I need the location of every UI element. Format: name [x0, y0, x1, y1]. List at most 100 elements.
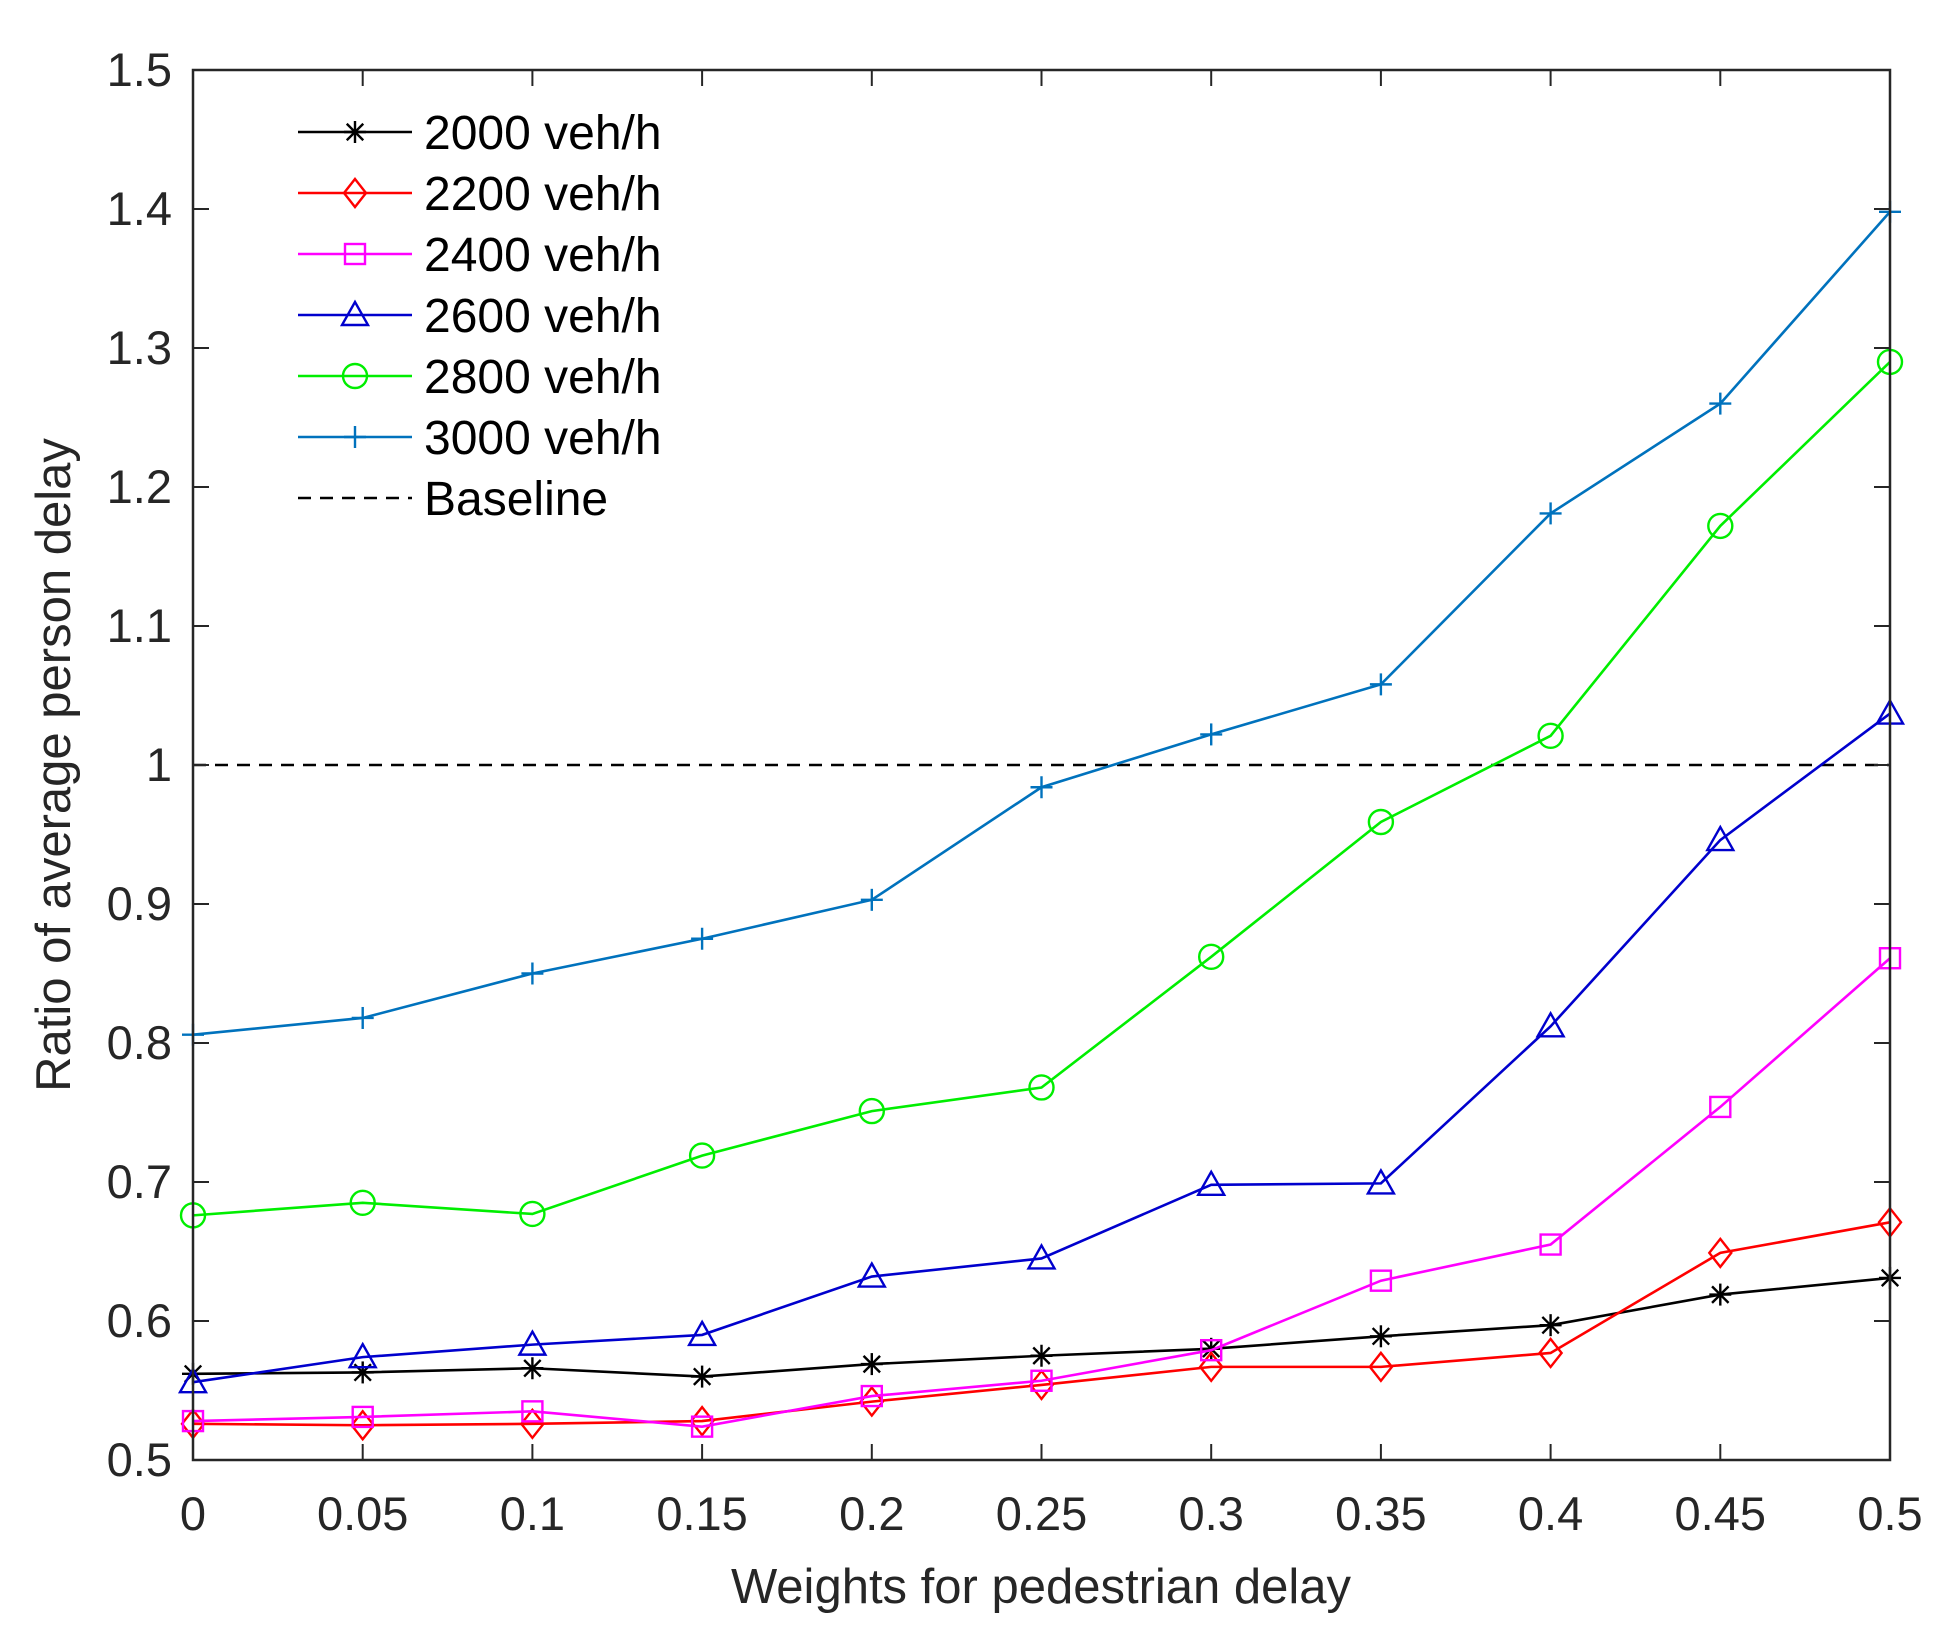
- legend-entry: 2200 veh/h: [298, 168, 662, 221]
- legend-label: 2800 veh/h: [424, 351, 662, 404]
- legend-entry: 3000 veh/h: [298, 412, 662, 465]
- y-tick-label: 1.3: [107, 321, 172, 374]
- data-point: [1200, 723, 1223, 746]
- legend-label: 2600 veh/h: [424, 290, 662, 343]
- x-tick-label: 0.25: [996, 1487, 1087, 1540]
- x-tick-label: 0.5: [1857, 1487, 1922, 1540]
- data-point: [1535, 1010, 1566, 1038]
- data-point: [1538, 1337, 1564, 1369]
- data-point: [1196, 1169, 1227, 1196]
- data-point: [856, 1261, 887, 1288]
- data-point: [1539, 1314, 1562, 1337]
- legend-entry: 2600 veh/h: [298, 290, 662, 343]
- data-point: [517, 1329, 548, 1356]
- x-tick-label: 0.2: [839, 1487, 904, 1540]
- data-point: [691, 927, 714, 950]
- legend-marker: [341, 362, 369, 390]
- data-point: [1030, 1369, 1053, 1392]
- x-tick-label: 0.15: [656, 1487, 747, 1540]
- data-point: [519, 1200, 546, 1228]
- data-point: [1707, 512, 1734, 540]
- x-ticks: 0 0.05 0.1 0.15 0.2 0.25 0.3 0.35 0.4 0.45 0.5: [180, 70, 1923, 1540]
- y-ticks: 0.5 0.6 0.7 0.8 0.9 1 1.1 1.2 1.3 1.4 1.5: [107, 43, 1890, 1486]
- data-point: [860, 1353, 883, 1376]
- y-tick-label: 0.6: [107, 1294, 172, 1347]
- y-tick-label: 0.9: [107, 877, 172, 930]
- y-tick-label: 1.4: [107, 182, 172, 235]
- data-point: [1198, 1350, 1224, 1383]
- data-point: [349, 1189, 376, 1217]
- legend-entry: 2000 veh/h: [298, 107, 662, 160]
- data-point: [351, 1006, 374, 1029]
- x-tick-label: 0.1: [500, 1487, 565, 1540]
- data-point: [860, 1384, 883, 1408]
- series-line: [192, 712, 1891, 1384]
- y-tick-label: 1.2: [107, 460, 172, 513]
- data-point: [1539, 1233, 1562, 1256]
- y-tick-label: 0.5: [107, 1433, 172, 1486]
- y-tick-label: 1.5: [107, 43, 172, 96]
- data-point: [690, 1415, 714, 1438]
- data-point: [1705, 824, 1736, 852]
- legend-entry: Baseline: [298, 473, 608, 526]
- legend-marker: [343, 242, 367, 266]
- y-tick-label: 0.8: [107, 1016, 172, 1069]
- legend-entry: 2400 veh/h: [298, 229, 662, 282]
- data-point: [1367, 808, 1395, 836]
- data-point: [1539, 502, 1562, 525]
- data-point: [1030, 776, 1053, 799]
- data-point: [519, 1407, 545, 1440]
- data-point: [521, 1400, 544, 1423]
- series-3: [181, 947, 1902, 1438]
- series-4: [177, 698, 1906, 1394]
- data-point: [1709, 1283, 1732, 1306]
- legend-label: 3000 veh/h: [424, 412, 662, 465]
- data-point: [858, 1097, 885, 1125]
- y-tick-label: 1: [146, 738, 172, 791]
- x-tick-label: 0.05: [317, 1487, 408, 1540]
- x-tick-label: 0.35: [1335, 1487, 1426, 1540]
- y-axis-label: Ratio of average person delay: [27, 438, 81, 1092]
- legend-marker: [344, 121, 366, 143]
- data-point: [1030, 1344, 1053, 1367]
- legend-marker: [344, 426, 366, 448]
- data-point: [1197, 943, 1225, 971]
- data-point: [1369, 1269, 1393, 1292]
- series-line: [192, 957, 1891, 1428]
- legend-label: 2400 veh/h: [424, 229, 662, 282]
- data-point: [691, 1365, 714, 1388]
- data-point: [1369, 673, 1392, 696]
- legend-marker: [342, 177, 368, 209]
- data-point: [688, 1142, 716, 1169]
- data-point: [1369, 1325, 1392, 1348]
- series-2: [180, 1206, 1903, 1442]
- legend-entry: 2800 veh/h: [298, 351, 662, 404]
- data-point: [1537, 722, 1564, 750]
- y-tick-label: 1.1: [107, 599, 172, 652]
- data-point: [347, 1341, 378, 1369]
- data-point: [1199, 1338, 1223, 1362]
- data-point: [1709, 1095, 1732, 1119]
- data-point: [1707, 1236, 1733, 1269]
- series-line: [192, 360, 1891, 1217]
- x-tick-label: 0: [180, 1487, 206, 1540]
- series-line: [192, 1221, 1891, 1427]
- data-point: [351, 1361, 374, 1384]
- data-point: [1026, 1243, 1057, 1270]
- data-point: [1709, 392, 1732, 415]
- legend: 2000 veh/h 2200 veh/h 2400 veh/h 2600 veh/h…: [298, 107, 662, 526]
- legend-marker: [339, 299, 371, 327]
- data-point: [350, 1409, 376, 1442]
- data-point: [521, 962, 544, 985]
- data-point: [860, 888, 883, 911]
- data-point: [687, 1319, 718, 1347]
- data-point: [1368, 1350, 1394, 1383]
- legend-label: 2200 veh/h: [424, 168, 662, 221]
- x-tick-label: 0.3: [1179, 1487, 1244, 1540]
- data-point: [1028, 1074, 1055, 1101]
- data-point: [351, 1405, 374, 1429]
- y-tick-label: 0.7: [107, 1155, 172, 1208]
- data-point: [1365, 1167, 1396, 1195]
- x-tick-label: 0.45: [1675, 1487, 1766, 1540]
